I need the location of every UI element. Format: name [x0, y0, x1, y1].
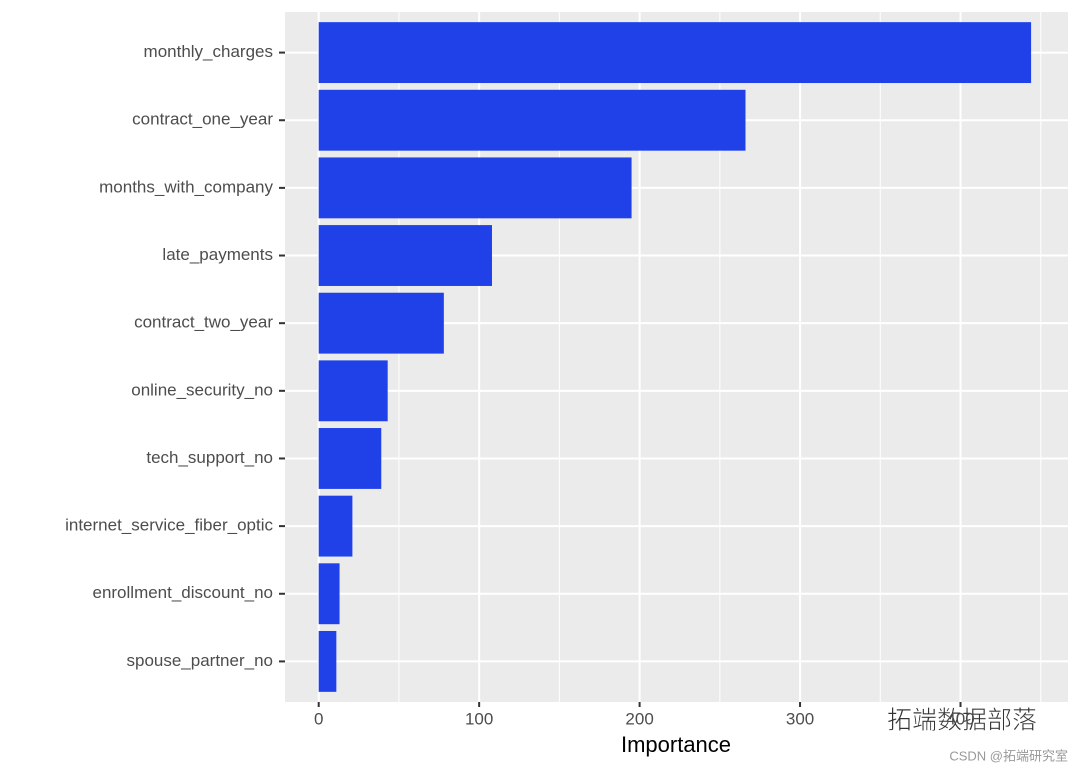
x-tick-label: 400	[946, 709, 974, 728]
watermark: 拓端数据部落	[887, 707, 1037, 735]
bar	[318, 292, 444, 354]
x-axis-title: Importance	[621, 732, 731, 757]
bar	[318, 495, 353, 557]
bar	[318, 89, 746, 151]
bar	[318, 428, 382, 489]
bar	[318, 360, 388, 422]
y-tick-label: contract_one_year	[132, 110, 273, 129]
x-tick-label: 200	[625, 709, 653, 728]
x-tick-label: 100	[465, 709, 493, 728]
y-tick-label: spouse_partner_no	[126, 651, 273, 670]
bar	[318, 563, 340, 625]
y-tick-label: late_payments	[162, 245, 273, 264]
y-tick-label: enrollment_discount_no	[92, 583, 273, 602]
x-tick-label: 0	[314, 709, 323, 728]
y-tick-label: tech_support_no	[146, 448, 273, 467]
y-tick-label: online_security_no	[131, 380, 273, 399]
y-tick-label: months_with_company	[99, 177, 273, 196]
source: CSDN @拓端研究室	[949, 748, 1068, 763]
y-tick-label: contract_two_year	[134, 313, 273, 332]
bar	[318, 225, 492, 286]
bar	[318, 22, 1032, 84]
bar	[318, 630, 337, 692]
y-tick-label: monthly_charges	[144, 42, 273, 61]
x-tick-label: 300	[786, 709, 814, 728]
bar	[318, 157, 632, 219]
y-tick-label: internet_service_fiber_optic	[65, 516, 273, 535]
